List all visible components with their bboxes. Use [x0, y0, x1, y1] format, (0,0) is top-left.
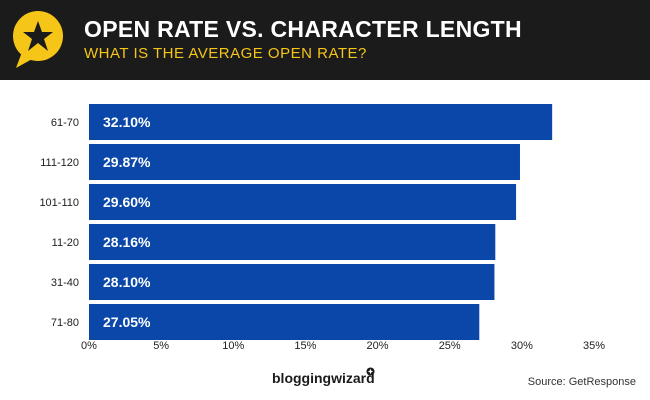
- bar-11-20: [89, 224, 496, 260]
- bar-71-80: [89, 304, 480, 340]
- x-tick-label: 35%: [583, 340, 605, 352]
- bar-31-40: [89, 264, 495, 300]
- x-tick-label: 30%: [511, 340, 533, 352]
- category-label: 11-20: [52, 237, 79, 249]
- chart-subtitle: WHAT IS THE AVERAGE OPEN RATE?: [84, 45, 367, 62]
- bar-101-110: [89, 184, 517, 220]
- data-label: 29.87%: [103, 154, 151, 170]
- category-label: 61-70: [51, 117, 79, 129]
- x-tick-label: 20%: [367, 340, 389, 352]
- x-tick-label: 10%: [222, 340, 244, 352]
- category-label: 101-110: [39, 197, 79, 209]
- data-label: 27.05%: [103, 314, 151, 330]
- x-tick-label: 0%: [81, 340, 97, 352]
- x-tick-label: 5%: [153, 340, 169, 352]
- bar-111-120: [89, 144, 520, 180]
- bar-chart: 32.10% 61-70 29.87% 111-120 29.60% 101-110 28.…: [39, 104, 605, 352]
- header-banner: OPEN RATE VS. CHARACTER LENGTH WHAT IS T…: [0, 0, 650, 80]
- data-label: 29.60%: [103, 194, 151, 210]
- data-label: 28.10%: [103, 274, 151, 290]
- bar-61-70: [89, 104, 553, 140]
- x-tick-label: 25%: [439, 340, 461, 352]
- brand-logo-text: bloggingwizard: [272, 370, 375, 386]
- category-label: 71-80: [51, 317, 79, 329]
- source-note: Source: GetResponse: [527, 376, 636, 388]
- star-speech-bubble-icon: [13, 11, 63, 68]
- category-label: 111-120: [40, 157, 79, 169]
- brand-logo-icon: [366, 367, 375, 376]
- category-label: 31-40: [51, 277, 79, 289]
- chart-title: OPEN RATE VS. CHARACTER LENGTH: [84, 16, 522, 42]
- data-label: 28.16%: [103, 234, 151, 250]
- data-label: 32.10%: [103, 114, 151, 130]
- x-tick-label: 15%: [294, 340, 316, 352]
